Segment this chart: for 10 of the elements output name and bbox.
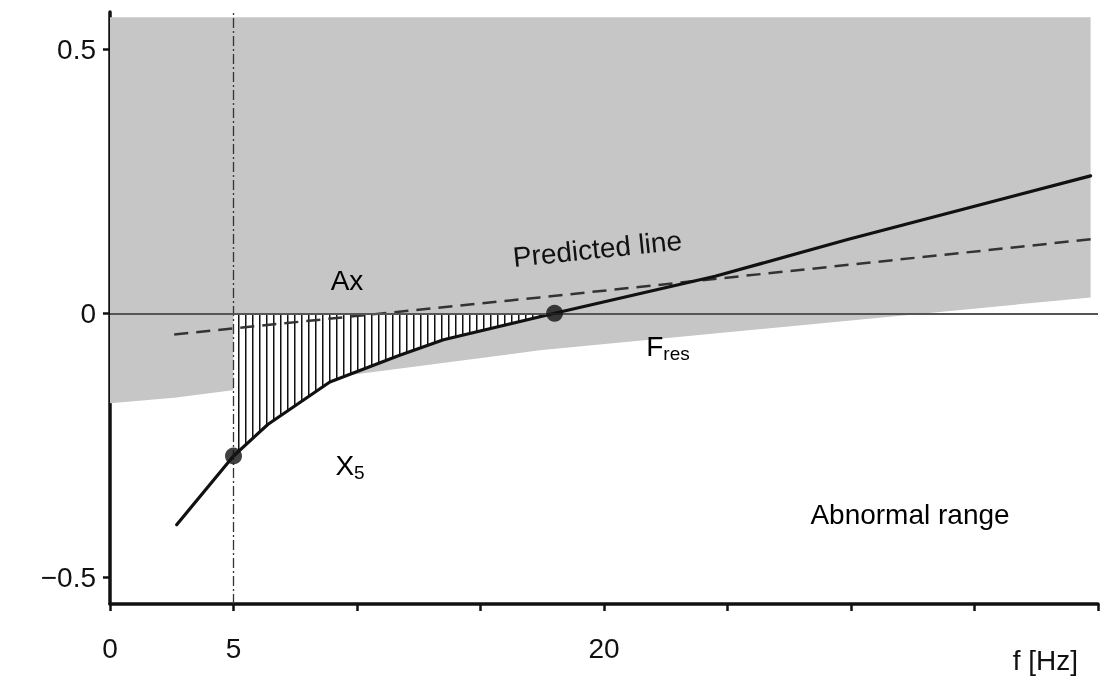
text: Predicted line	[511, 224, 684, 274]
annotation: Ax	[330, 264, 364, 296]
y-tick-label: 0.5	[57, 33, 96, 65]
x-axis-title: f [Hz]	[1012, 644, 1078, 676]
x-tick-label: 0	[102, 632, 118, 664]
x-tick-label: 20	[588, 632, 620, 664]
x-tick-label: 5	[225, 632, 242, 664]
y-tick-label: −0.5	[40, 562, 96, 594]
y-tick-label: 0	[80, 297, 96, 329]
annotation: Abnormal range	[810, 498, 1010, 530]
